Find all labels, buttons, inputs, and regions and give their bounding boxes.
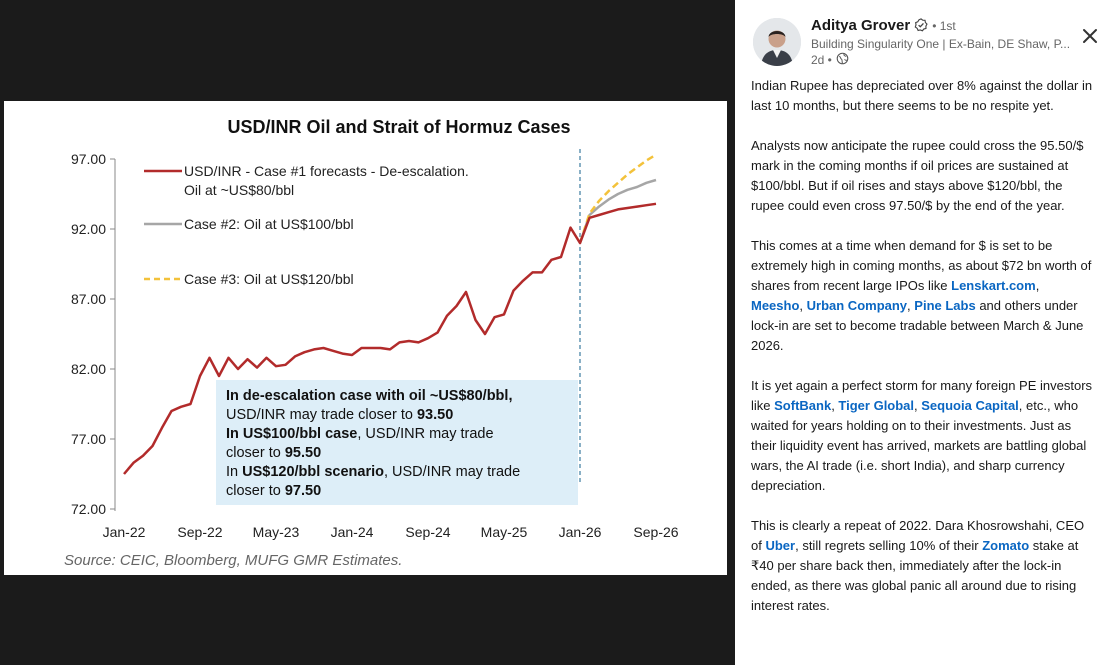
verified-icon [914,18,928,36]
chart-image[interactable]: USD/INR Oil and Strait of Hormuz Cases 9… [4,101,727,575]
link-meesho[interactable]: Meesho [751,298,800,313]
post-paragraph-2: Analysts now anticipate the rupee could … [751,138,1084,213]
x-tick-label: Sep-26 [633,524,678,540]
avatar-portrait-icon [753,18,801,66]
post-text: Indian Rupee has depreciated over 8% aga… [751,76,1093,636]
x-tick-label: May-25 [481,524,528,540]
y-tick-label: 97.00 [71,151,106,167]
legend-label-case3: Case #3: Oil at US$120/bbl [184,271,354,287]
series-line-case3 [578,153,657,244]
post-text-span: , [1035,278,1040,293]
x-tick-label: Sep-22 [177,524,222,540]
legend-label-case2: Case #2: Oil at US$100/bbl [184,216,354,232]
legend-label-case1-line2: Oil at ~US$80/bbl [184,182,294,198]
link-softbank[interactable]: SoftBank [774,398,832,413]
author-headline: Building Singularity One | Ex-Bain, DE S… [811,37,1071,51]
annotation-line-6: closer to 97.50 [226,483,321,499]
annotation-line-3: In US$100/bbl case, USD/INR may trade [226,426,494,442]
series-line-case2 [578,178,657,244]
legend-label-case1: USD/INR - Case #1 forecasts - De-escalat… [184,163,469,179]
post-text-span: , etc., who waited for years holding on … [751,398,1087,493]
post-text-span: It is yet again a perfect storm for many… [751,378,1093,413]
post-text-span: and others under lock-in are set to beco… [751,298,1084,353]
post-text-span: This comes at a time when demand for $ i… [751,238,1092,293]
y-tick-label: 77.00 [71,431,106,447]
post-text-span: , [907,298,915,313]
x-tick-label: Sep-24 [405,524,450,540]
post-text-span: , [831,398,839,413]
post-paragraph-3: This comes at a time when demand for $ i… [751,236,1093,356]
connection-degree: • 1st [932,19,956,33]
chart-legend: USD/INR - Case #1 forecasts - De-escalat… [144,163,469,287]
link-lenskart[interactable]: Lenskart.com [951,278,1036,293]
post-paragraph-4: It is yet again a perfect storm for many… [751,376,1093,496]
link-sequoia-capital[interactable]: Sequoia Capital [921,398,1019,413]
post-paragraph-5: This is clearly a repeat of 2022. Dara K… [751,516,1093,616]
x-tick-label: Jan-24 [331,524,374,540]
post-paragraph-1: Indian Rupee has depreciated over 8% aga… [751,78,1093,113]
close-icon [1083,29,1097,43]
series-line-case1 [123,202,657,475]
chart-title: USD/INR Oil and Strait of Hormuz Cases [227,117,570,137]
annotation-background [216,380,578,505]
chart-annotation-box: In de-escalation case with oil ~US$80/bb… [216,380,578,505]
close-button[interactable] [1078,24,1102,48]
y-tick-label: 82.00 [71,361,106,377]
author-name-row[interactable]: Aditya Grover • 1st [811,17,956,36]
y-tick-label: 87.00 [71,291,106,307]
globe-icon [836,52,849,68]
post-text-span: , [914,398,922,413]
post-detail-panel: Aditya Grover • 1st Building Singularity… [735,0,1110,665]
annotation-line-1: In de-escalation case with oil ~US$80/bb… [226,388,512,404]
link-tiger-global[interactable]: Tiger Global [838,398,915,413]
x-tick-label: Jan-26 [559,524,602,540]
annotation-line-2: USD/INR may trade closer to 93.50 [226,407,453,423]
link-uber[interactable]: Uber [765,538,796,553]
chart-svg: USD/INR Oil and Strait of Hormuz Cases 9… [64,117,679,569]
y-tick-label: 92.00 [71,221,106,237]
post-media: USD/INR Oil and Strait of Hormuz Cases 9… [4,101,727,575]
link-zomato[interactable]: Zomato [982,538,1030,553]
link-urban-company[interactable]: Urban Company [806,298,908,313]
link-pine-labs[interactable]: Pine Labs [914,298,976,313]
x-tick-label: May-23 [253,524,300,540]
annotation-line-4: closer to 95.50 [226,445,321,461]
chart-source: Source: CEIC, Bloomberg, MUFG GMR Estima… [64,552,402,569]
author-avatar[interactable] [753,18,801,66]
post-text-span: , [799,298,807,313]
post-meta: 2d • [811,52,849,68]
post-text-span: , still regrets selling 10% of their [795,538,983,553]
post-age: 2d • [811,53,832,67]
x-tick-label: Jan-22 [103,524,146,540]
post-text-span: stake at ₹40 per share back then, immedi… [751,538,1079,613]
annotation-line-5: In US$120/bbl scenario, USD/INR may trad… [226,464,520,480]
author-name[interactable]: Aditya Grover [811,17,911,34]
y-tick-label: 72.00 [71,501,106,517]
post-text-span: This is clearly a repeat of 2022. Dara K… [751,518,1085,553]
